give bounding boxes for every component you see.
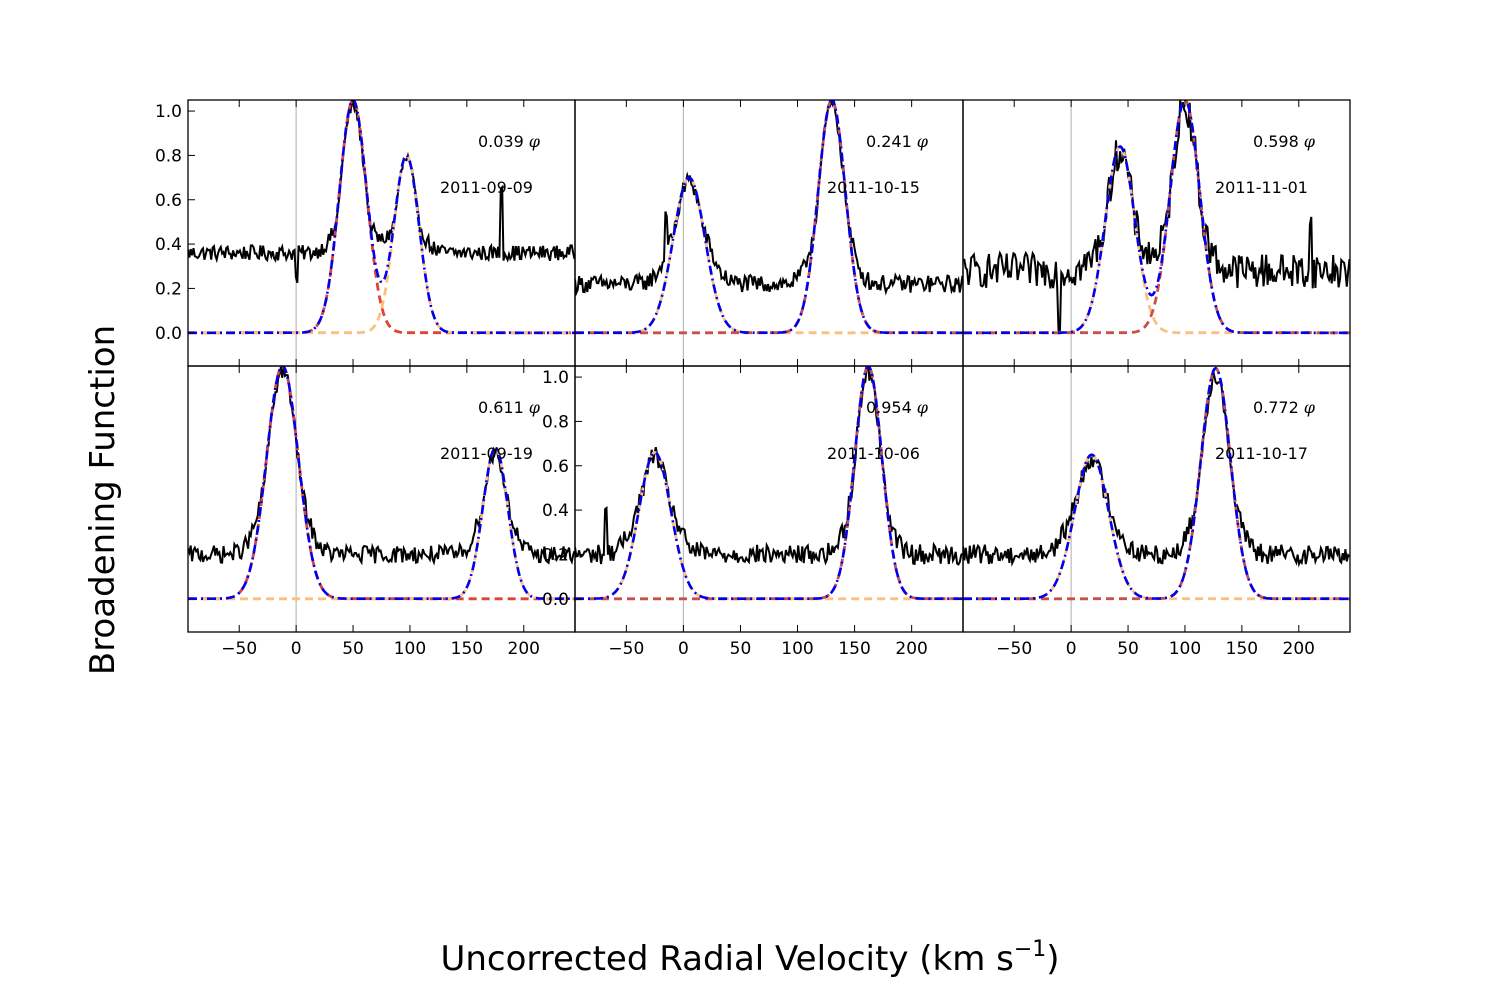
x-tick-label: 0	[1066, 639, 1077, 659]
sum-fit-line	[188, 366, 575, 600]
panel-frame	[962, 365, 1351, 633]
sum-fit-line	[188, 100, 575, 335]
component-fit-1	[575, 176, 963, 335]
phase-symbol: φ	[1304, 398, 1316, 417]
y-tick-label: 0.4	[542, 501, 569, 521]
phase-value: 0.598	[1253, 132, 1299, 151]
y-tick-label: 0.6	[155, 191, 182, 211]
date-annotation: 2011-11-01	[1215, 178, 1308, 197]
plot-area	[963, 366, 1350, 632]
phase-value: 0.241	[866, 132, 912, 151]
plot-area	[188, 366, 575, 632]
x-tick-label: 50	[342, 639, 364, 659]
phase-annotation: 0.772 φ	[1253, 398, 1316, 417]
y-tick-label: 0.0	[542, 590, 569, 610]
x-tick-label: 200	[508, 639, 540, 659]
x-tick-label: 0	[291, 639, 302, 659]
x-tick-label: 200	[1283, 639, 1315, 659]
date-annotation: 2011-09-09	[440, 178, 533, 197]
phase-annotation: 0.611 φ	[478, 398, 541, 417]
x-tick-label: 100	[781, 639, 813, 659]
y-tick-label: 0.6	[542, 457, 569, 477]
panel-top-1: 0.0 0.2 0.4 0.6 0.8 1.0 0.039 φ 2011-09-09	[155, 99, 576, 367]
plot-area	[188, 100, 575, 366]
component-fit-1	[963, 144, 1350, 335]
x-tick-label: 50	[1117, 639, 1139, 659]
phase-annotation: 0.039 φ	[478, 132, 541, 151]
x-tick-label: 50	[730, 639, 752, 659]
figure-xlabel-close: )	[1046, 939, 1059, 979]
date-annotation: 2011-10-17	[1215, 444, 1308, 463]
date-annotation: 2011-09-19	[440, 444, 533, 463]
observed-line	[963, 100, 1350, 335]
x-tick-label: 150	[451, 639, 483, 659]
x-tick-label: 0	[678, 639, 689, 659]
date-annotation: 2011-10-15	[827, 178, 920, 197]
figure-xlabel-main: Uncorrected Radial Velocity (km s	[440, 939, 1013, 979]
phase-symbol: φ	[529, 398, 541, 417]
plot-area	[575, 100, 963, 366]
observed-line	[188, 366, 575, 566]
figure-ylabel: Broadening Function	[83, 325, 123, 675]
phase-symbol: φ	[1304, 132, 1316, 151]
phase-value: 0.039	[478, 132, 524, 151]
observed-line	[575, 100, 963, 297]
observed-line	[963, 369, 1350, 568]
y-tick-label: 0.2	[155, 279, 182, 299]
phase-annotation: 0.598 φ	[1253, 132, 1316, 151]
x-tick-label: −50	[996, 639, 1032, 659]
sum-fit-line	[575, 366, 963, 600]
y-tick-label: 0.0	[155, 324, 182, 344]
figure-xlabel: Uncorrected Radial Velocity (km s−1)	[440, 937, 1059, 979]
x-tick-label: −50	[608, 639, 644, 659]
component-fit-1	[575, 451, 963, 601]
component-fit-2	[188, 446, 575, 601]
panel-top-2: 0.241 φ 2011-10-15	[574, 99, 964, 367]
sum-fit-line	[575, 100, 963, 335]
y-tick-label: 0.4	[155, 235, 182, 255]
panel-bottom-3: −50 0 50 100 150 200 0.772 φ 2011-10-17	[962, 365, 1351, 659]
phase-symbol: φ	[529, 132, 541, 151]
plot-area	[963, 100, 1350, 366]
observed-line	[575, 366, 963, 566]
x-tick-label: 100	[394, 639, 426, 659]
x-tick-label: 100	[1169, 639, 1201, 659]
y-tick-label: 0.8	[155, 146, 182, 166]
y-tick-label: 1.0	[542, 368, 569, 388]
x-tick-label: 150	[838, 639, 870, 659]
phase-value: 0.772	[1253, 398, 1299, 417]
x-tick-label: 150	[1226, 639, 1258, 659]
plot-area	[575, 366, 963, 632]
phase-annotation: 0.954 φ	[866, 398, 929, 417]
panel-top-3: 0.598 φ 2011-11-01	[962, 99, 1351, 367]
figure-xlabel-sup: −1	[1014, 937, 1046, 962]
panels-group: 0.0 0.2 0.4 0.6 0.8 1.0 0.039 φ 2011-09-09 0.241 φ…	[155, 99, 1351, 659]
phase-annotation: 0.241 φ	[866, 132, 929, 151]
x-tick-label: 200	[895, 639, 927, 659]
phase-symbol: φ	[917, 398, 929, 417]
phase-symbol: φ	[917, 132, 929, 151]
phase-value: 0.611	[478, 398, 524, 417]
sum-fit-line	[963, 366, 1350, 601]
y-tick-label: 0.2	[542, 545, 569, 565]
panel-bottom-1: −50 0 50 100 150 200 0.611 φ 2011-09-19	[187, 365, 576, 659]
x-tick-label: −50	[221, 639, 257, 659]
y-tick-label: 1.0	[155, 102, 182, 122]
phase-value: 0.954	[866, 398, 912, 417]
date-annotation: 2011-10-06	[827, 444, 920, 463]
sum-fit-line	[963, 100, 1350, 335]
observed-line	[188, 100, 575, 284]
y-tick-label: 0.8	[542, 412, 569, 432]
panel-bottom-2: 0.0 0.2 0.4 0.6 0.8 1.0 −50 0 50 100 150 200 0.954 φ 2…	[542, 365, 964, 659]
component-fit-1	[963, 453, 1350, 601]
